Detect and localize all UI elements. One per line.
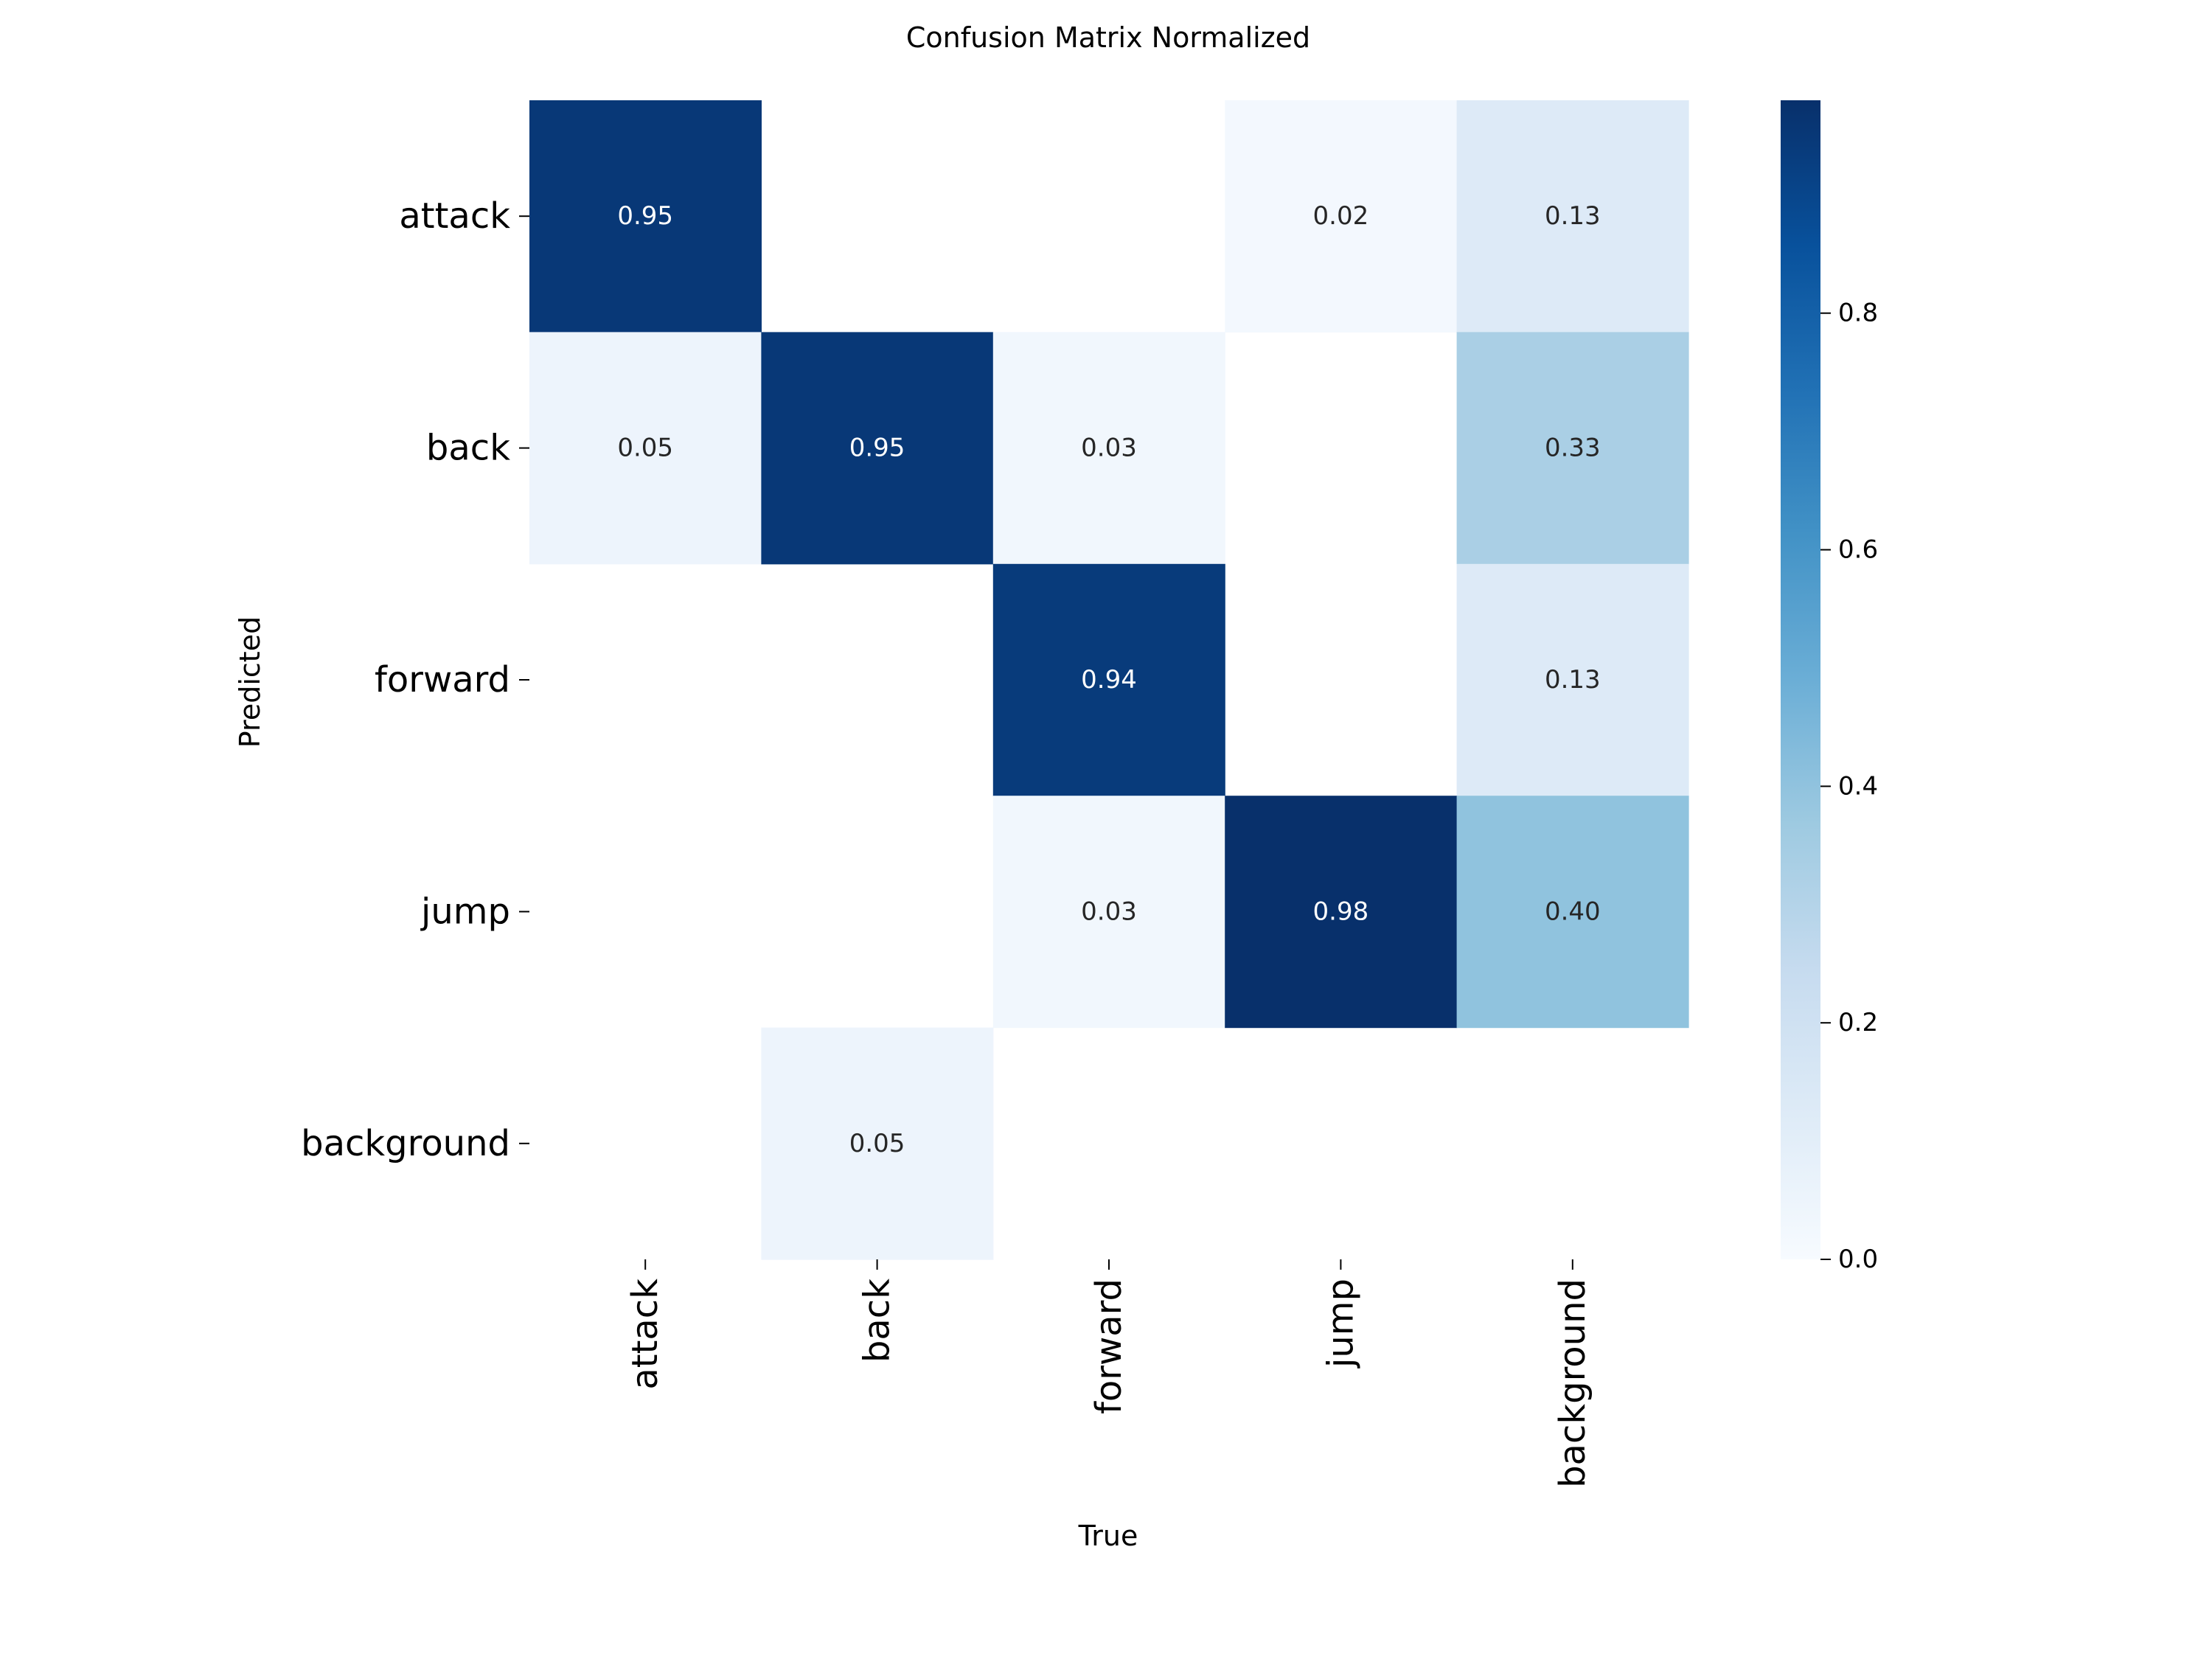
colorbar-tick-label-3: 0.6	[1838, 535, 1878, 565]
heatmap-cell-r0-c3	[1225, 100, 1458, 333]
cell-value-r4-c1: 0.05	[849, 1129, 905, 1158]
heatmap-cell-r1-c1	[761, 332, 994, 565]
x-tick-label-2: forward	[1088, 1279, 1130, 1414]
x-tick-label-1: back	[857, 1279, 898, 1363]
heatmap-cell-labels: 0.95 0.02 0.13 0.05 0.95 0.03 0.33 0.94 0.13 0.03…	[617, 201, 1600, 1158]
cell-value-r0-c4: 0.13	[1545, 201, 1601, 231]
y-tick-label-1: back	[426, 428, 510, 469]
heatmap-cells	[529, 100, 1689, 1260]
colorbar-tick-label-1: 0.2	[1838, 1008, 1878, 1037]
x-axis-ticks: attack back forward jump background	[625, 1259, 1593, 1488]
y-tick-label-4: background	[301, 1123, 510, 1164]
y-axis-ticks: attack back forward jump background	[301, 195, 529, 1164]
cell-value-r3-c2: 0.03	[1081, 897, 1137, 926]
cell-value-r1-c2: 0.03	[1081, 434, 1137, 463]
cell-value-r2-c4: 0.13	[1545, 665, 1601, 695]
heatmap-cell-r1-c0	[529, 332, 762, 565]
y-tick-label-3: jump	[420, 891, 510, 932]
colorbar-ticks: 0.0 0.2 0.4 0.6 0.8	[1820, 299, 1878, 1274]
heatmap-cell-r3-c3	[1225, 796, 1458, 1029]
heatmap-cell-r4-c1	[761, 1027, 994, 1260]
cell-value-r3-c3: 0.98	[1313, 897, 1369, 926]
heatmap-cell-r0-c4	[1456, 100, 1689, 333]
cell-value-r1-c4: 0.33	[1545, 434, 1601, 463]
x-tick-label-3: jump	[1320, 1279, 1361, 1368]
cell-value-r2-c2: 0.94	[1081, 665, 1137, 695]
heatmap-cell-r1-c2	[992, 332, 1225, 565]
cell-value-r0-c0: 0.95	[617, 201, 673, 231]
cell-value-r3-c4: 0.40	[1545, 897, 1601, 926]
heatmap-cell-r0-c0	[529, 100, 762, 333]
y-tick-label-0: attack	[399, 195, 510, 237]
y-tick-label-2: forward	[375, 659, 510, 700]
heatmap-cell-r3-c2	[992, 796, 1225, 1029]
x-axis-label: True	[1078, 1520, 1138, 1552]
colorbar-tick-label-2: 0.4	[1838, 771, 1878, 801]
colorbar-tick-label-0: 0.0	[1838, 1245, 1878, 1274]
x-tick-label-4: background	[1552, 1279, 1593, 1488]
heatmap-cell-r2-c2	[992, 563, 1225, 796]
colorbar	[1781, 100, 1820, 1259]
heatmap-cell-r1-c4	[1456, 332, 1689, 565]
y-axis-label: Predicted	[234, 616, 266, 748]
chart-title: Confusion Matrix Normalized	[906, 21, 1310, 54]
heatmap-cell-r3-c4	[1456, 796, 1689, 1029]
cell-value-r0-c3: 0.02	[1313, 201, 1369, 231]
cell-value-r1-c0: 0.05	[617, 434, 673, 463]
cell-value-r1-c1: 0.95	[849, 434, 905, 463]
x-tick-label-0: attack	[625, 1279, 666, 1390]
colorbar-tick-label-4: 0.8	[1838, 299, 1878, 328]
heatmap-cell-r2-c4	[1456, 563, 1689, 796]
